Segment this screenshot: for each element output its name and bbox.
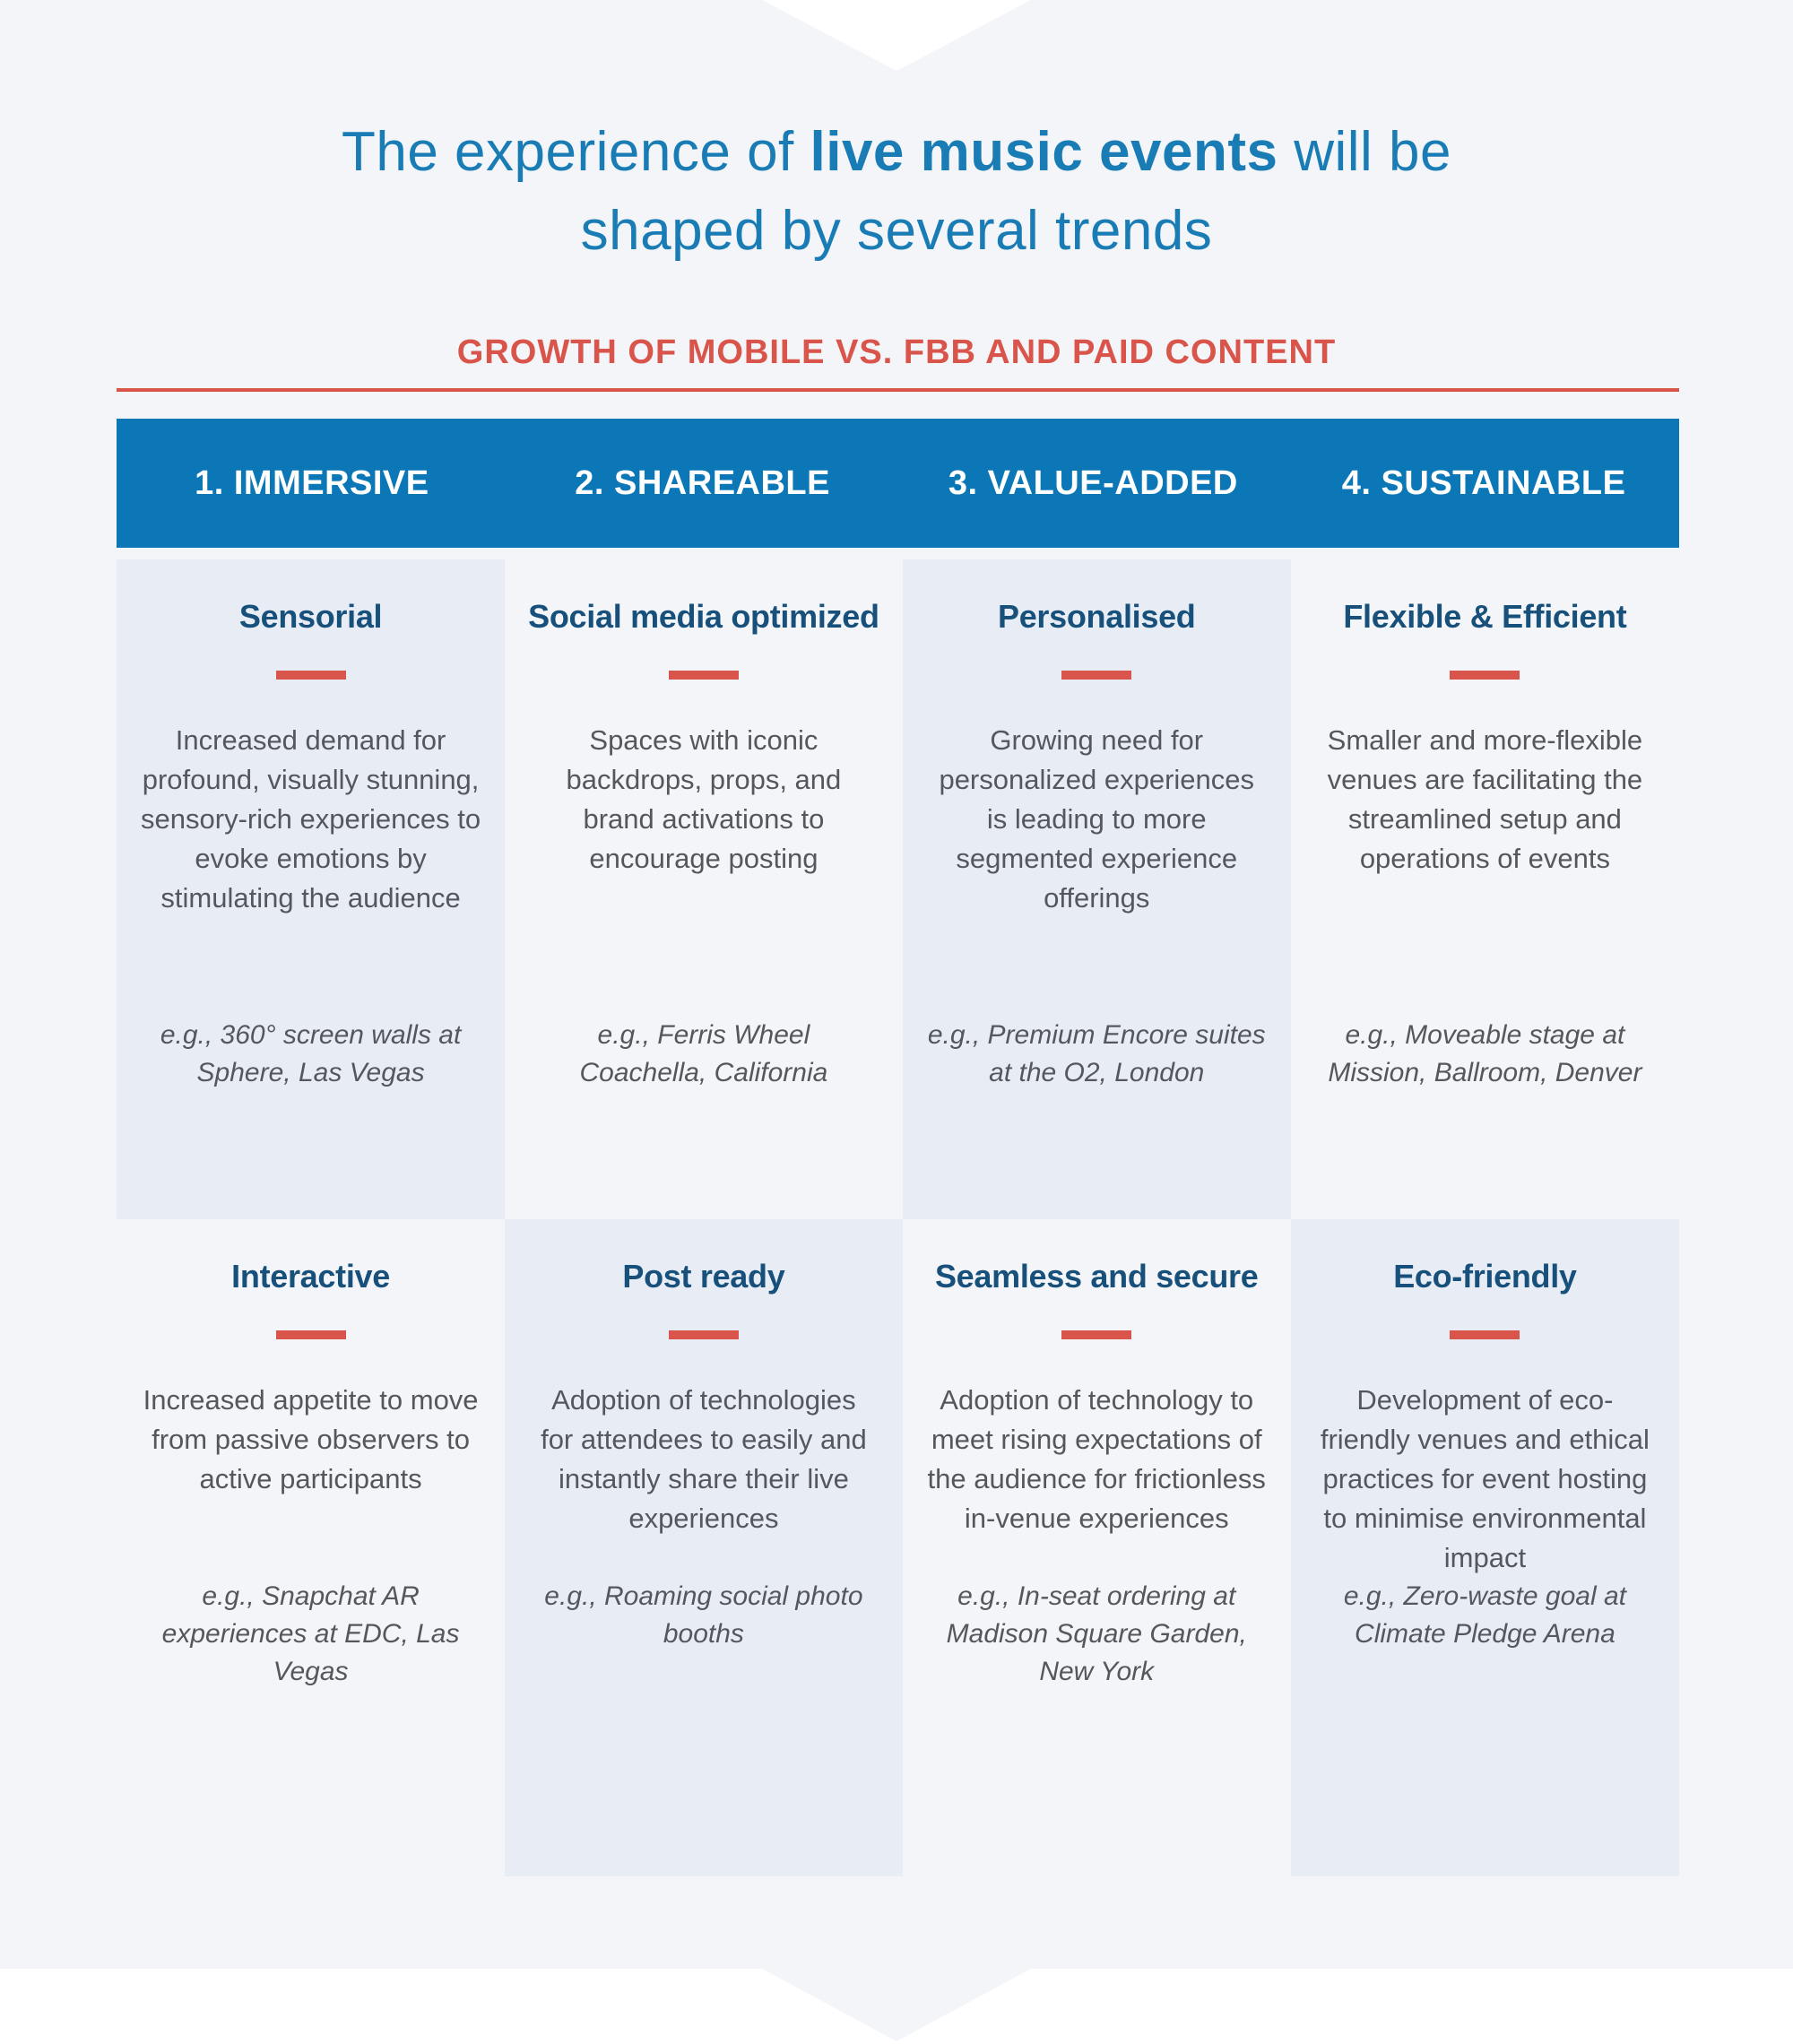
card-body: Increased appetite to move from passive … bbox=[143, 1384, 479, 1494]
red-divider-rule bbox=[117, 388, 1679, 392]
card-title: Post ready bbox=[622, 1258, 785, 1295]
card-body: Growing need for personalized experience… bbox=[939, 724, 1255, 914]
card-body: Adoption of technologies for attendees t… bbox=[541, 1384, 867, 1534]
column-header-bar: 1. IMMERSIVE 2. SHAREABLE 3. VALUE-ADDED… bbox=[117, 419, 1679, 548]
card-example: e.g., Ferris Wheel Coachella, California bbox=[579, 1020, 828, 1087]
card-title: Eco-friendly bbox=[1393, 1258, 1577, 1295]
card-title: Social media optimized bbox=[528, 598, 879, 635]
page-title-highlight: live music events bbox=[810, 121, 1278, 183]
card-title: Interactive bbox=[231, 1258, 390, 1295]
column-header-immersive: 1. IMMERSIVE bbox=[195, 463, 429, 502]
card-seamless-and-secure: Seamless and secure Adoption of technolo… bbox=[903, 1219, 1291, 1876]
card-example: e.g., Zero-waste goal at Climate Pledge … bbox=[1343, 1581, 1626, 1649]
card-example: e.g., Premium Encore suites at the O2, L… bbox=[927, 1020, 1266, 1087]
card-post-ready: Post ready Adoption of technologies for … bbox=[505, 1219, 903, 1876]
column-header-sustainable: 4. SUSTAINABLE bbox=[1341, 463, 1626, 502]
card-title: Sensorial bbox=[238, 598, 383, 635]
card-title: Flexible & Efficient bbox=[1343, 598, 1627, 635]
card-body: Increased demand for profound, visually … bbox=[141, 724, 481, 914]
accent-dash bbox=[275, 1330, 346, 1339]
card-title: Seamless and secure bbox=[934, 1258, 1259, 1295]
card-example: e.g., In-seat ordering at Madison Square… bbox=[946, 1581, 1247, 1686]
accent-dash bbox=[1450, 1330, 1520, 1339]
column-header-value-added: 3. VALUE-ADDED bbox=[948, 463, 1238, 502]
card-sensorial: Sensorial Increased demand for profound,… bbox=[117, 559, 506, 1219]
card-eco-friendly: Eco-friendly Development of eco-friendly… bbox=[1290, 1219, 1679, 1876]
chevron-down-bottom-icon bbox=[762, 1969, 1031, 2041]
card-example: e.g., Moveable stage at Mission, Ballroo… bbox=[1328, 1020, 1642, 1087]
accent-dash bbox=[1450, 671, 1520, 680]
trend-card-grid: Sensorial Increased demand for profound,… bbox=[117, 559, 1679, 1876]
page-title-part1: The experience of bbox=[341, 121, 810, 183]
accent-dash bbox=[668, 671, 739, 680]
card-social-media-optimized: Social media optimized Spaces with iconi… bbox=[505, 559, 903, 1219]
page-title: The experience of live music events will… bbox=[0, 113, 1793, 271]
card-body: Development of eco-friendly venues and e… bbox=[1320, 1384, 1650, 1573]
page-title-line2: shaped by several trends bbox=[580, 200, 1213, 262]
accent-dash bbox=[1061, 671, 1132, 680]
card-title: Personalised bbox=[997, 598, 1196, 635]
card-flexible-efficient: Flexible & Efficient Smaller and more-fl… bbox=[1291, 559, 1679, 1219]
card-example: e.g., Snapchat AR experiences at EDC, La… bbox=[161, 1581, 460, 1686]
card-interactive: Interactive Increased appetite to move f… bbox=[117, 1219, 505, 1876]
card-example: e.g., 360° screen walls at Sphere, Las V… bbox=[160, 1020, 462, 1087]
card-body: Smaller and more-flexible venues are fac… bbox=[1327, 724, 1643, 874]
accent-dash bbox=[668, 1330, 739, 1339]
section-subtitle: GROWTH OF MOBILE VS. FBB AND PAID CONTEN… bbox=[456, 333, 1337, 371]
card-body: Spaces with iconic backdrops, props, and… bbox=[566, 724, 842, 874]
card-body: Adoption of technology to meet rising ex… bbox=[927, 1384, 1266, 1534]
accent-dash bbox=[275, 671, 346, 680]
card-example: e.g., Roaming social photo booths bbox=[544, 1581, 863, 1649]
page-title-part2: will be bbox=[1278, 121, 1452, 183]
accent-dash bbox=[1061, 1330, 1132, 1339]
card-personalised: Personalised Growing need for personaliz… bbox=[902, 559, 1291, 1219]
column-header-shareable: 2. SHAREABLE bbox=[575, 463, 830, 502]
